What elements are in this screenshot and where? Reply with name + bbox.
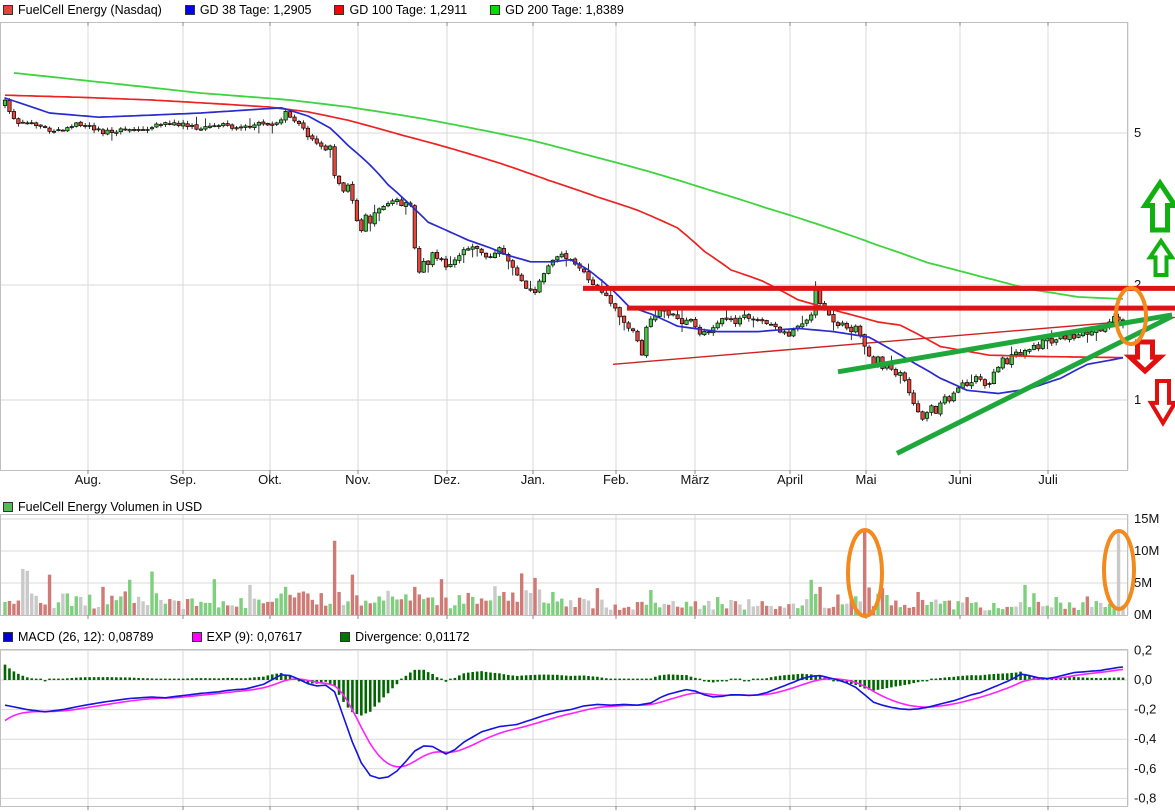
divergence-label: Divergence: 0,01172 [355, 630, 470, 644]
price-series-swatch-icon [3, 5, 13, 15]
ma-gd100-line [4, 94, 1123, 359]
divergence-histogram [3, 664, 1125, 716]
month-labels: Aug. Sep. Okt. Nov. Dez. Jan. Feb. März April Mai… [75, 472, 1058, 487]
ma-gd200-line [13, 72, 1124, 300]
highlight-volume-spike-may [846, 528, 884, 618]
svg-text:Jan.: Jan. [521, 472, 546, 487]
svg-text:Juli: Juli [1038, 472, 1058, 487]
gd100-label: GD 100 Tage: 1,2911 [349, 3, 468, 17]
svg-text:15M: 15M [1134, 511, 1159, 526]
panel-borders [0, 22, 1128, 807]
ma-gd38-line [4, 97, 1124, 395]
macd-label: MACD (26, 12): 0,08789 [18, 630, 154, 644]
down-arrow-icon [1123, 339, 1167, 375]
gd200-swatch-icon [490, 5, 501, 15]
grid-lines [0, 22, 1129, 806]
down-arrow-icon [1147, 379, 1175, 427]
volume-legend: FuelCell Energy Volumen in USD [3, 499, 202, 515]
axis-ticks [87, 22, 1049, 810]
highlight-last-candles [1114, 286, 1148, 346]
signal-arrows [1123, 178, 1175, 427]
svg-text:5: 5 [1134, 125, 1141, 140]
macd-swatch-icon [3, 632, 13, 642]
volume-swatch-icon [3, 502, 13, 512]
svg-text:-0,4: -0,4 [1134, 731, 1156, 746]
legend-item-gd38: GD 38 Tage: 1,2905 [184, 3, 312, 17]
svg-text:Nov.: Nov. [345, 472, 371, 487]
macd-line [4, 666, 1124, 780]
svg-text:-0,6: -0,6 [1134, 761, 1156, 776]
legend-item-price: FuelCell Energy (Nasdaq) [3, 3, 162, 17]
exp-signal-line [4, 668, 1124, 768]
svg-text:Sep.: Sep. [170, 472, 197, 487]
volume-bars [3, 528, 1125, 615]
svg-text:Juni: Juni [948, 472, 972, 487]
svg-text:-0,8: -0,8 [1134, 790, 1156, 805]
svg-text:0M: 0M [1134, 607, 1152, 622]
volume-label: FuelCell Energy Volumen in USD [18, 500, 203, 514]
gd38-swatch-icon [184, 5, 195, 15]
svg-text:Feb.: Feb. [603, 472, 629, 487]
svg-text:-0,2: -0,2 [1134, 702, 1156, 717]
svg-text:5M: 5M [1134, 575, 1152, 590]
legend-item-exp: EXP (9): 0,07617 [191, 630, 303, 644]
svg-text:2: 2 [1134, 277, 1141, 292]
divergence-swatch-icon [340, 632, 351, 642]
axis-value-labels: 5 2 1 15M 10M 5M 0M 0,2 0,0 -0,2 -0,4 -0,6 -0,8 [1134, 125, 1159, 805]
legend-item-divergence: Divergence: 0,01172 [340, 630, 470, 644]
highlight-volume-spike-july [1102, 529, 1136, 611]
svg-text:Okt.: Okt. [258, 472, 282, 487]
legend-item-volume: FuelCell Energy Volumen in USD [3, 500, 202, 514]
svg-text:1: 1 [1134, 392, 1141, 407]
macd-legend: MACD (26, 12): 0,08789 EXP (9): 0,07617 … [3, 629, 470, 645]
legend-item-macd: MACD (26, 12): 0,08789 [3, 630, 154, 644]
drawn-annotations [583, 285, 1175, 456]
price-legend: FuelCell Energy (Nasdaq) GD 38 Tage: 1,2… [3, 2, 624, 18]
trendline-thin-red [612, 316, 1175, 366]
svg-text:0,0: 0,0 [1134, 672, 1152, 687]
svg-text:0,2: 0,2 [1134, 642, 1152, 657]
gd200-label: GD 200 Tage: 1,8389 [505, 3, 624, 17]
up-arrow-icon [1140, 178, 1175, 233]
svg-text:Dez.: Dez. [434, 472, 461, 487]
svg-text:Aug.: Aug. [75, 472, 102, 487]
exp-swatch-icon [191, 632, 202, 642]
svg-text:April: April [777, 472, 803, 487]
svg-text:Mai: Mai [856, 472, 877, 487]
legend-item-gd200: GD 200 Tage: 1,8389 [490, 3, 624, 17]
up-arrow-icon [1146, 237, 1175, 277]
legend-item-gd100: GD 100 Tage: 1,2911 [334, 3, 467, 17]
candle-wicks [4, 97, 1124, 422]
gd38-label: GD 38 Tage: 1,2905 [199, 3, 312, 17]
svg-text:10M: 10M [1134, 543, 1159, 558]
price-series-label: FuelCell Energy (Nasdaq) [18, 3, 162, 17]
exp-label: EXP (9): 0,07617 [206, 630, 303, 644]
svg-text:März: März [681, 472, 710, 487]
gd100-swatch-icon [334, 5, 345, 15]
highlight-ellipses [846, 286, 1148, 618]
